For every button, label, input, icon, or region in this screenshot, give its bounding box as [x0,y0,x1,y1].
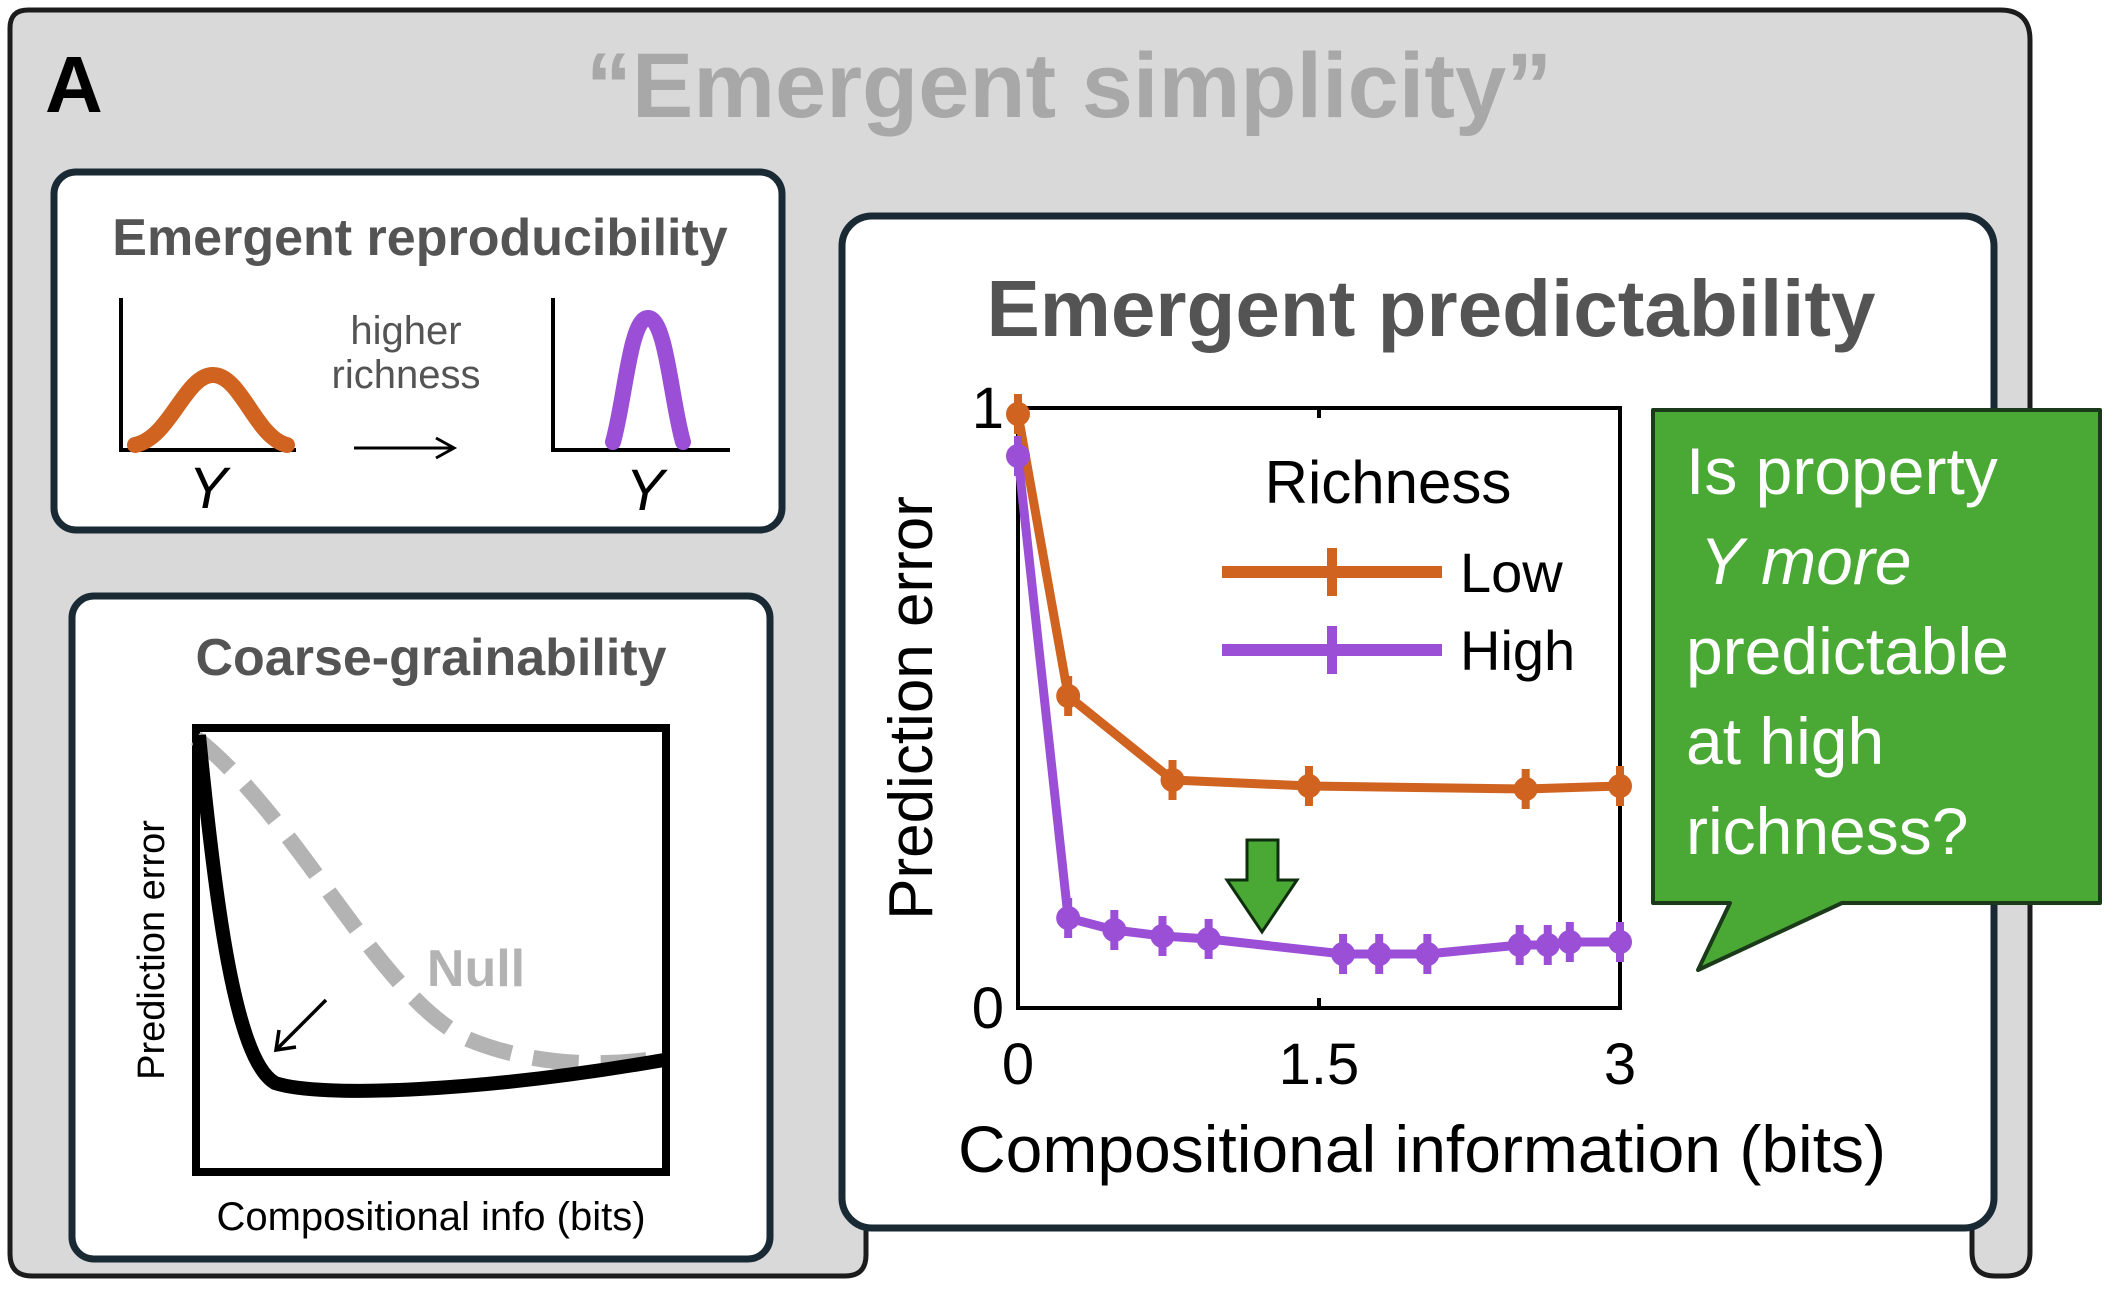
high-richness-distribution [605,309,691,450]
left-mini-axes [119,298,296,452]
series-line-low [1013,413,1621,794]
point-low-5 [1608,774,1632,798]
point-high-5 [1331,942,1356,966]
x-tick-label-1: 1.5 [1279,1032,1360,1097]
callout-line-2: Y more [1700,524,1912,598]
null-label: Null [427,940,525,998]
point-high-9 [1535,933,1560,957]
coarse-plot-frame [192,724,670,1176]
callout-bubble [1651,408,2102,972]
panel-title: “Emergent simplicity” [586,35,1552,137]
callout-line-4: at high [1686,704,1884,778]
legend-label-low: Low [1460,541,1563,604]
legend-swatch-low [1222,548,1442,596]
point-high-10 [1557,930,1582,954]
legend: Richness Low High [1222,449,1575,682]
point-low-4 [1513,777,1538,801]
point-high-0 [1006,444,1030,468]
null-curve [191,731,664,1072]
callout-line-1: Is property [1686,434,1998,508]
coarse-ylabel: Prediction error [131,820,173,1080]
main-ylabel: Prediction error [877,496,946,920]
point-low-3 [1296,774,1321,798]
panel-letter: A [45,40,103,129]
point-high-8 [1507,933,1532,957]
point-high-7 [1415,942,1440,966]
x-tick-label-0: 0 [1002,1032,1034,1097]
low-richness-distribution [127,366,295,453]
point-high-2 [1102,918,1127,942]
coarse-title: Coarse-grainability [195,629,666,687]
point-high-11 [1608,930,1632,954]
coarse-curve [192,734,666,1098]
callout-line-5: richness? [1686,794,1968,868]
main-xlabel: Compositional information (bits) [958,1112,1886,1186]
legend-label-high: High [1460,619,1575,682]
point-high-3 [1150,924,1175,948]
arrow-text-higher: higher [350,309,461,353]
coarse-grainability-box: Coarse-grainability Prediction error Com… [68,592,774,1263]
point-low-1 [1056,684,1081,708]
point-high-6 [1367,942,1392,966]
arrow-text-richness: richness [332,353,481,397]
coarse-arrow [273,998,328,1053]
richness-arrow [354,436,458,460]
callout-line-3: predictable [1686,614,2009,688]
x-tick-label-2: 3 [1604,1032,1636,1097]
predictability-title: Emergent predictability [986,264,1876,353]
point-high-1 [1056,906,1081,930]
right-mini-axes [551,298,730,452]
y-tick-label-1: 1 [972,376,1004,441]
question-callout: Is property Y more predictable at high r… [1651,408,2102,972]
legend-title: Richness [1265,449,1512,516]
right-axis-label-y: Y [626,458,669,523]
y-tick-label-0: 0 [972,976,1004,1041]
reproducibility-box: Emergent reproducibility Y higher richne… [50,168,786,534]
main-chart: 0 1.5 3 0 1 Richness Low High Prediction err… [877,376,1886,1186]
left-axis-label-y: Y [189,456,232,521]
point-high-4 [1196,927,1221,951]
reproducibility-title: Emergent reproducibility [112,209,728,267]
point-low-0 [1006,402,1030,426]
coarse-xlabel: Compositional info (bits) [216,1195,645,1239]
legend-swatch-high [1222,626,1442,674]
improvement-arrow [1224,838,1300,935]
point-low-2 [1160,768,1185,792]
